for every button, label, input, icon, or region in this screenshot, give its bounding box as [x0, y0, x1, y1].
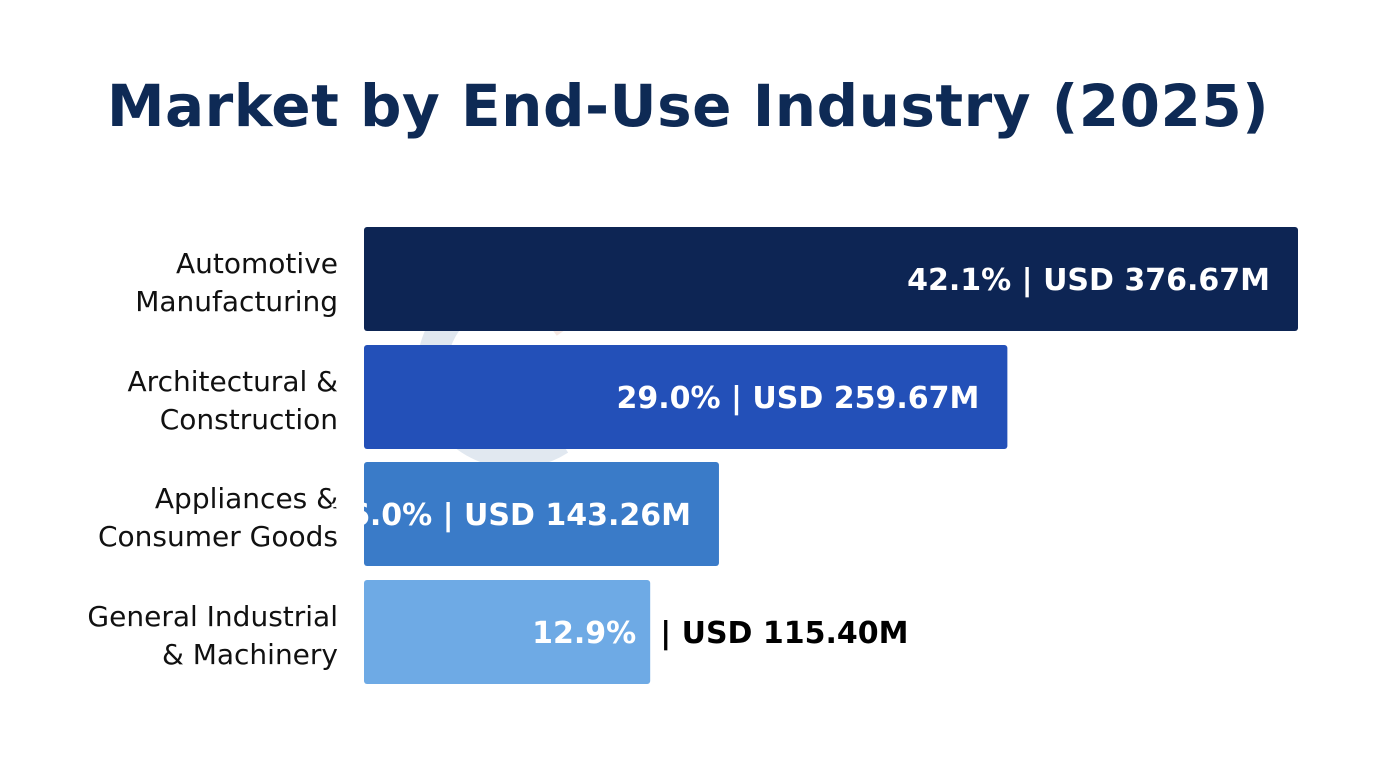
bar-2 [364, 462, 719, 566]
category-label: Automotive [176, 247, 338, 280]
bar-0 [364, 227, 1298, 331]
data-label-percent: 12.9% [532, 616, 636, 651]
bar-1 [364, 345, 1008, 449]
data-label-value: | USD 115.40M [660, 616, 908, 651]
data-label: 29.0% | USD 259.67M [617, 381, 980, 416]
data-label: 16.0% | USD 143.26M [328, 498, 691, 533]
data-label: 42.1% | USD 376.67M [907, 263, 1270, 298]
category-label: Architectural & [128, 365, 338, 398]
chart-title: Market by End-Use Industry (2025) [106, 72, 1270, 140]
category-label: Manufacturing [135, 285, 338, 318]
category-label: Appliances & [155, 482, 338, 515]
category-label: & Machinery [162, 638, 338, 671]
category-label: Construction [160, 403, 338, 436]
bar-3 [364, 580, 651, 684]
category-label: General Industrial [87, 600, 338, 633]
category-label: Consumer Goods [98, 520, 338, 553]
